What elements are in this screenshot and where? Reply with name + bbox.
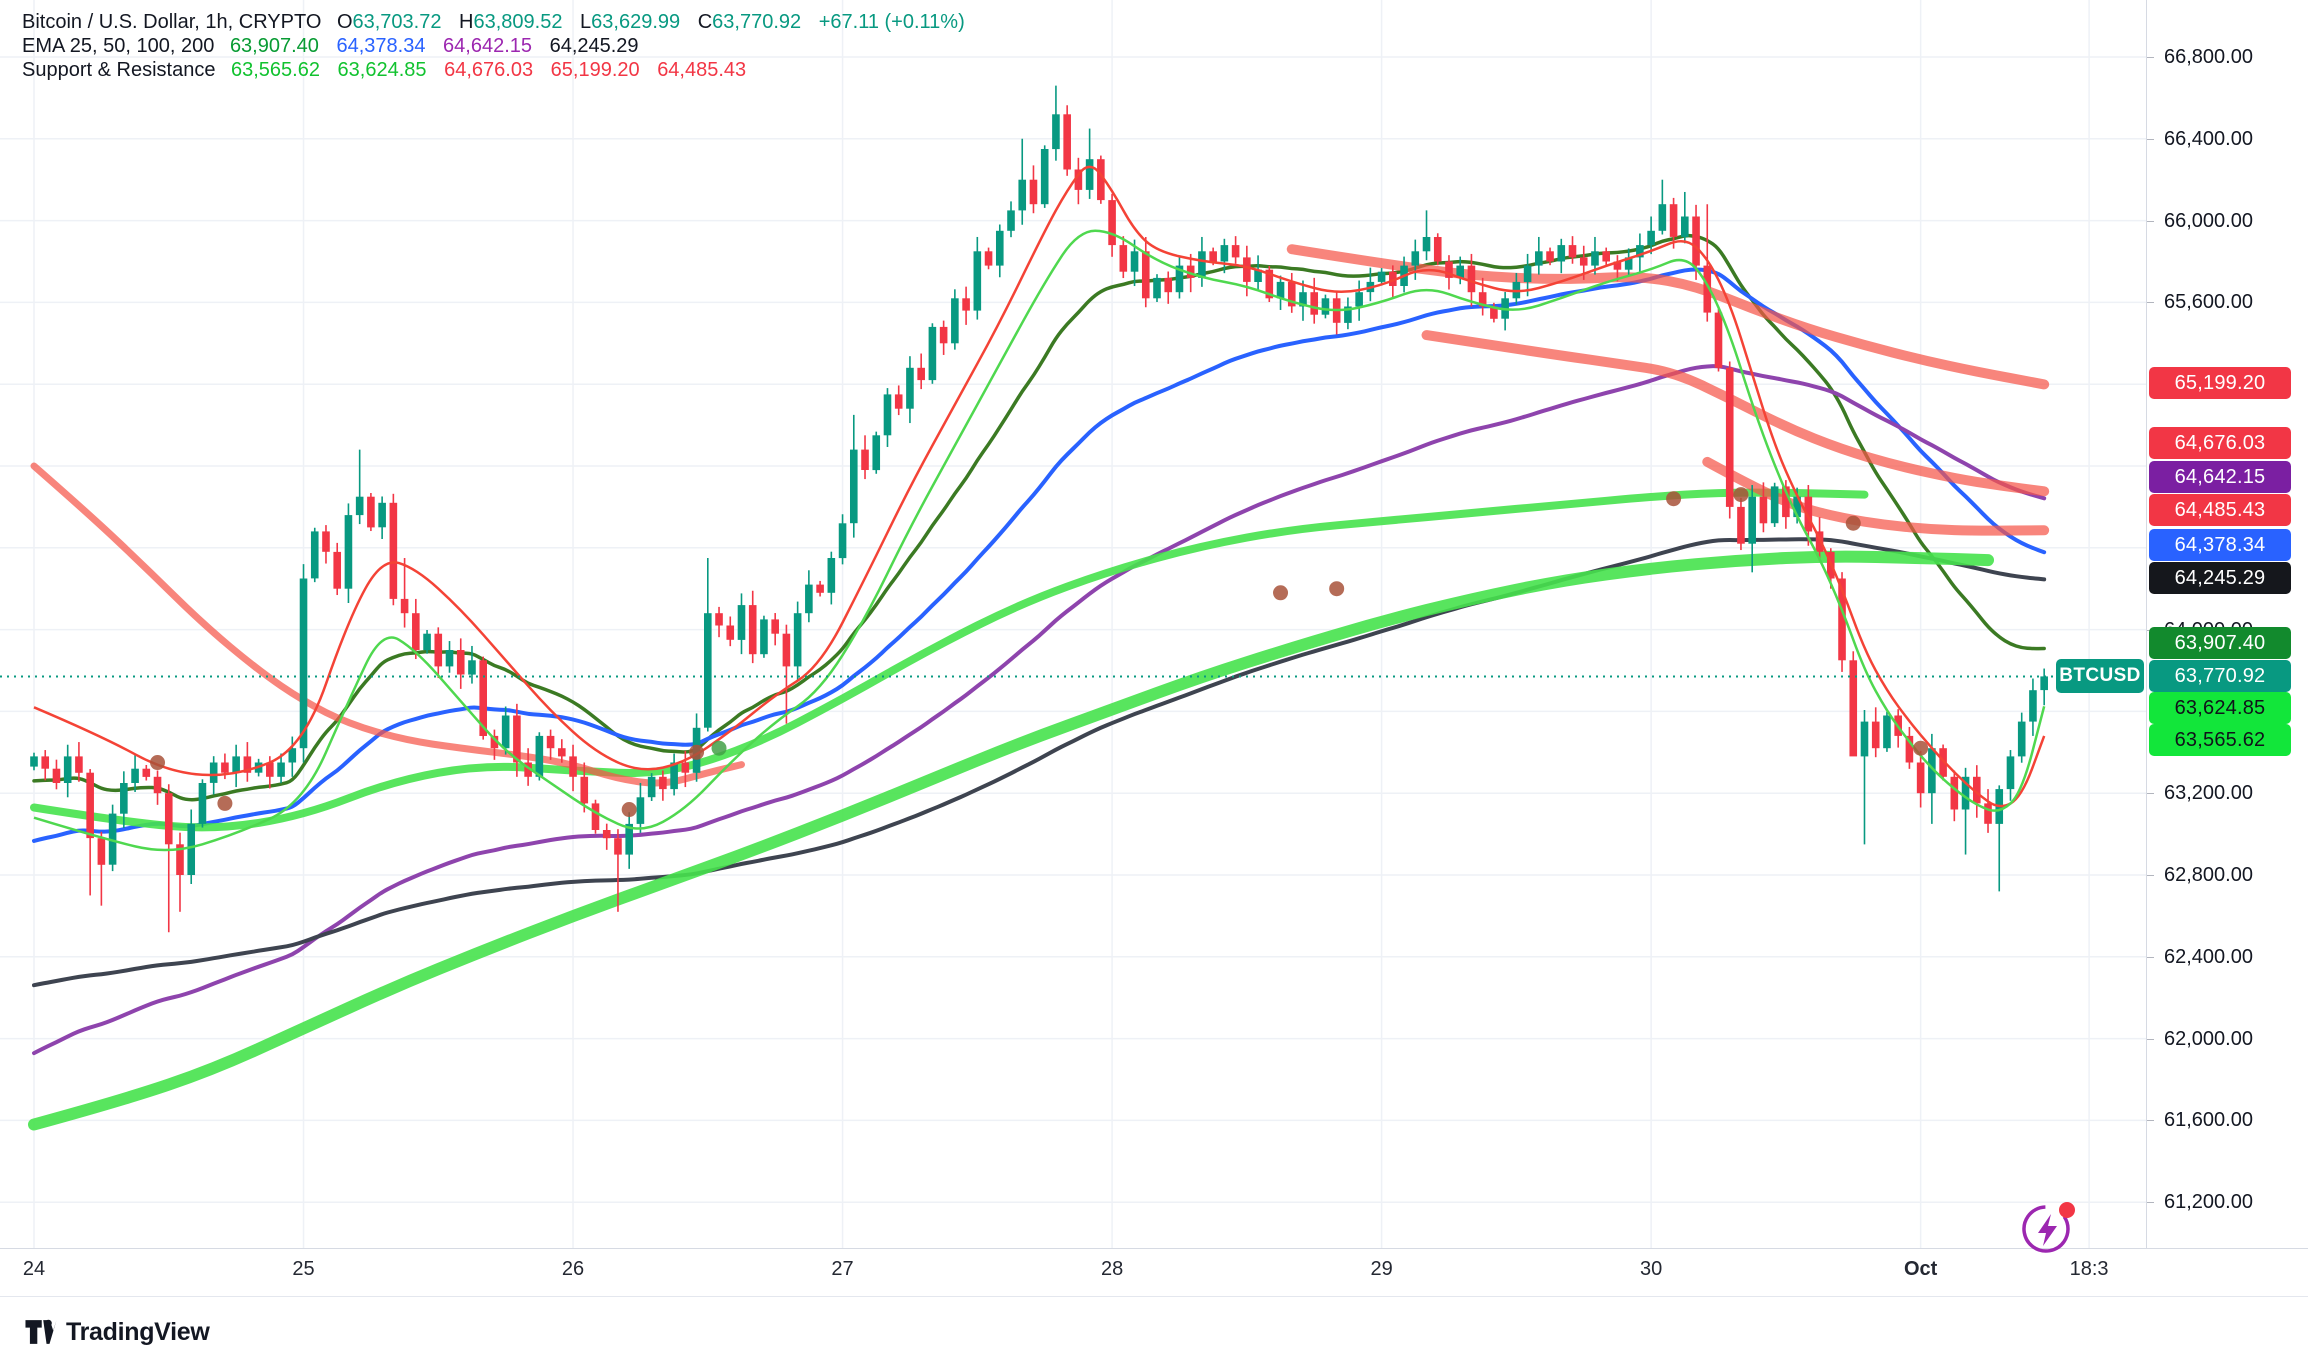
ohlc-open: O63,703.72 <box>336 11 442 33</box>
price-badge: 63,624.85 <box>2149 692 2291 724</box>
time-axis-tick: 18:3 <box>2069 1258 2109 1280</box>
sr-resistance-3: 64,485.43 <box>657 59 747 81</box>
support-band-upper <box>30 488 1869 832</box>
ohlc-close: C63,770.92 <box>697 11 802 33</box>
ohlc-high: H63,809.52 <box>459 11 563 33</box>
time-axis-tick: 27 <box>831 1258 854 1280</box>
ema-line-200 <box>32 537 2047 988</box>
resistance-band-left <box>30 462 745 787</box>
sr-touch-dot <box>1329 581 1345 597</box>
sr-resistance-1: 64,676.03 <box>444 59 534 81</box>
time-axis-tick: 29 <box>1370 1258 1393 1280</box>
sr-touch-dot <box>689 744 705 760</box>
price-axis-tick: 62,400.00 <box>2164 945 2253 968</box>
price-axis-tick: 61,600.00 <box>2164 1109 2253 1132</box>
price-badge: 63,907.40 <box>2149 627 2291 659</box>
ema-legend-row[interactable]: EMA 25, 50, 100, 200 63,907.40 64,378.34… <box>22 34 977 58</box>
symbol-price-pill: BTCUSD <box>2056 659 2144 693</box>
time-axis-tick: 30 <box>1639 1258 1663 1280</box>
ema-indicator-label: EMA 25, 50, 100, 200 <box>22 35 215 57</box>
sr-support-2: 63,624.85 <box>337 59 427 81</box>
tradingview-logo-icon <box>25 1319 57 1344</box>
sr-touch-dot <box>711 740 727 756</box>
ema25-value: 63,907.40 <box>229 35 319 57</box>
ema50-value: 64,378.34 <box>336 35 426 57</box>
price-badge: 63,770.92 <box>2149 660 2291 692</box>
chart-legend: Bitcoin / U.S. Dollar, 1h, CRYPTO O63,70… <box>22 10 977 82</box>
support-band-major <box>28 550 1995 1131</box>
sr-touch-dot <box>150 755 166 771</box>
price-change: +67.11 (+0.11%) <box>818 11 965 33</box>
price-axis-tickmark <box>2147 1202 2154 1204</box>
price-axis-tick: 66,000.00 <box>2164 209 2253 232</box>
candle-bodies <box>30 114 2048 875</box>
price-badge: 64,245.29 <box>2149 562 2291 594</box>
ema100-value: 64,642.15 <box>443 35 533 57</box>
time-axis[interactable]: 24 25 26 27 28 29 30 Oct 18:3 <box>0 1248 2308 1297</box>
sr-touch-dot <box>1845 515 1861 531</box>
lightning-button[interactable] <box>2018 1200 2078 1258</box>
time-axis-tick: 28 <box>1100 1258 1124 1280</box>
price-axis-tickmark <box>2147 793 2154 795</box>
price-axis-tick: 62,000.00 <box>2164 1027 2253 1050</box>
sr-touch-dot <box>1666 491 1682 507</box>
price-badge: 64,485.43 <box>2149 494 2291 526</box>
ohlc-low: L63,629.99 <box>580 11 681 33</box>
price-axis-tick: 66,400.00 <box>2164 127 2253 150</box>
price-axis-tickmark <box>2147 874 2154 876</box>
dynamic-support-line <box>33 229 2046 852</box>
resistance-band-64676 <box>1421 330 2050 497</box>
time-axis-tick: Oct <box>1903 1258 1938 1280</box>
ema-line-100 <box>32 364 2047 1056</box>
sr-touch-dot <box>1273 585 1289 601</box>
plot-area <box>0 0 2146 1248</box>
dynamic-resistance-line <box>33 165 2046 808</box>
price-axis-tickmark <box>2147 57 2154 58</box>
sr-indicator-label: Support & Resistance <box>22 59 216 81</box>
grid <box>0 0 2146 1248</box>
price-axis-tickmark <box>2147 138 2154 140</box>
tradingview-logo[interactable]: TradingView <box>24 1317 210 1347</box>
sr-touch-dot <box>1733 487 1749 503</box>
sr-touch-dot <box>1913 740 1929 756</box>
symbol-title: Bitcoin / U.S. Dollar, 1h, CRYPTO <box>22 11 322 33</box>
tradingview-logo-text: TradingView <box>66 1317 210 1346</box>
price-badge: 64,378.34 <box>2149 529 2291 561</box>
sr-support-1: 63,565.62 <box>231 59 320 81</box>
price-axis-tickmark <box>2147 1038 2154 1040</box>
ema200-value: 64,245.29 <box>549 35 639 57</box>
price-badge: 64,642.15 <box>2149 461 2291 493</box>
price-axis-tickmark <box>2147 1120 2154 1122</box>
sr-resistance-2: 65,199.20 <box>550 59 640 81</box>
price-axis-tick: 62,800.00 <box>2164 863 2253 886</box>
symbol-legend-row[interactable]: Bitcoin / U.S. Dollar, 1h, CRYPTO O63,70… <box>22 10 977 34</box>
price-badge: 63,565.62 <box>2149 724 2291 756</box>
ema-line-25 <box>32 233 2046 802</box>
time-axis-tick: 25 <box>292 1258 315 1280</box>
sr-legend-row[interactable]: Support & Resistance 63,565.62 63,624.85… <box>22 58 977 82</box>
price-badge: 64,676.03 <box>2149 427 2291 459</box>
price-axis-tick: 63,200.00 <box>2164 782 2253 805</box>
price-axis-tick: 65,600.00 <box>2164 291 2253 314</box>
price-axis-tickmark <box>2147 302 2154 304</box>
lightning-icon <box>2022 1202 2075 1253</box>
price-axis-tickmark <box>2147 956 2154 958</box>
price-axis-tickmark <box>2147 220 2154 222</box>
sr-touch-dot <box>217 795 233 811</box>
price-axis-tick: 61,200.00 <box>2164 1191 2253 1214</box>
sr-touch-dot <box>621 802 637 818</box>
time-axis-tick: 26 <box>561 1258 585 1280</box>
price-axis-tick: 66,800.00 <box>2164 46 2253 68</box>
price-axis[interactable]: 66,800.0066,400.0066,000.0065,600.0064,0… <box>2146 0 2308 1295</box>
price-badge: 65,199.20 <box>2149 367 2291 399</box>
time-axis-tick: 24 <box>22 1258 46 1280</box>
